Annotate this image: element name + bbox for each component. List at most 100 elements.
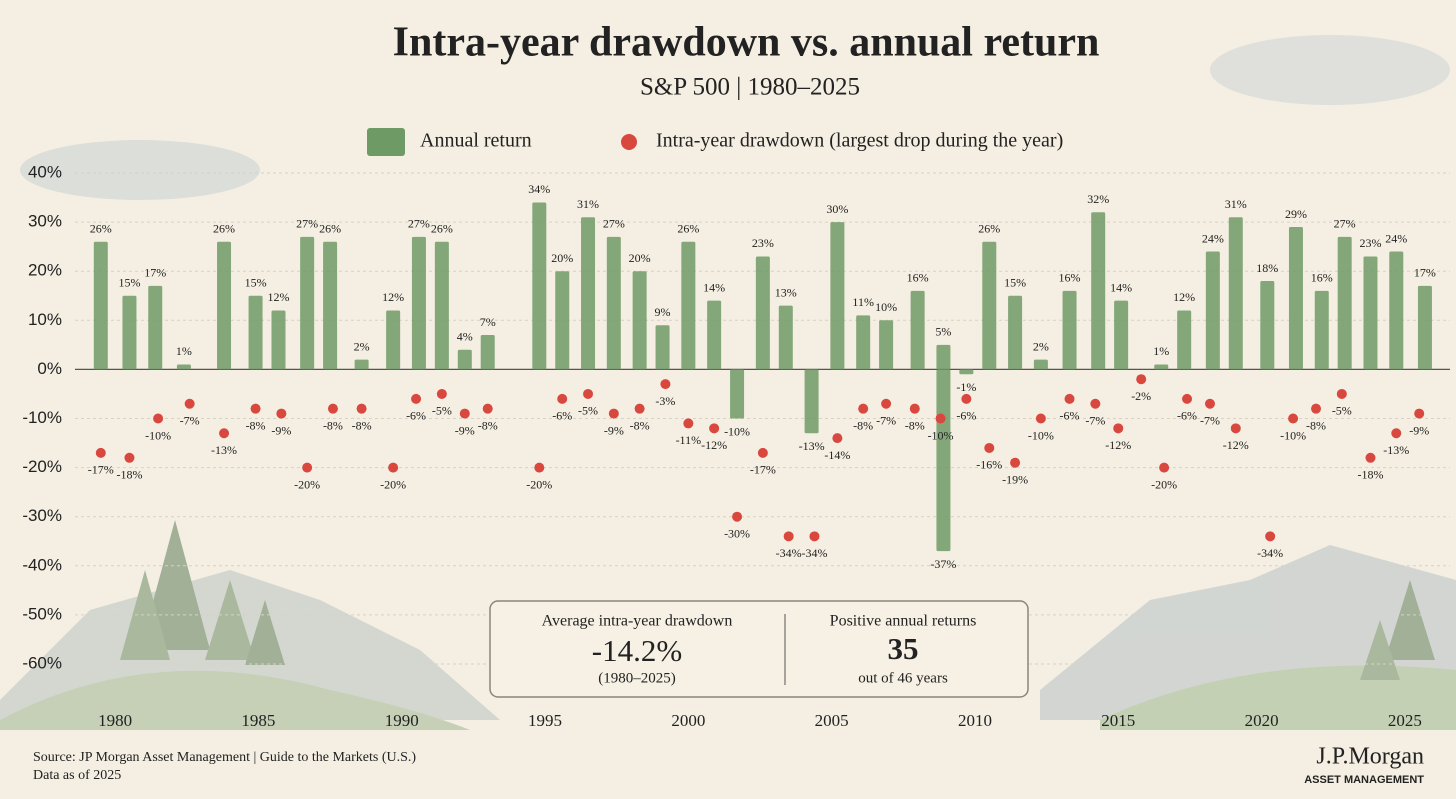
bar-value-label: 30%	[826, 202, 848, 216]
drawdown-label: -12%	[1105, 438, 1131, 452]
drawdown-label: -17%	[750, 463, 776, 477]
bar-value-label: 18%	[1256, 261, 1278, 275]
drawdown-dot	[1159, 462, 1170, 473]
drawdown-label: -20%	[294, 477, 320, 491]
drawdown-dot	[327, 403, 338, 414]
drawdown-label: -9%	[455, 423, 475, 437]
bar	[1288, 227, 1303, 370]
drawdown-dot	[250, 403, 261, 414]
drawdown-dot	[660, 379, 671, 390]
y-tick-label: 10%	[28, 310, 62, 329]
bar-value-label: 27%	[296, 217, 318, 231]
bar	[1205, 251, 1220, 370]
drawdown-dot	[1182, 393, 1193, 404]
x-tick-label: 1990	[385, 711, 419, 730]
drawdown-label: -8%	[478, 418, 498, 432]
drawdown-dot	[219, 428, 230, 439]
drawdown-dot	[1090, 398, 1101, 409]
drawdown-dot	[356, 403, 367, 414]
drawdown-dot	[1204, 398, 1215, 409]
bar-value-label: 1%	[1153, 344, 1169, 358]
bar	[681, 241, 696, 370]
y-tick-label: 40%	[28, 162, 62, 181]
drawdown-dot	[459, 408, 470, 419]
legend-swatch	[367, 128, 405, 156]
summary-note: out of 46 years	[858, 670, 948, 686]
bar-value-label: 17%	[1414, 266, 1436, 280]
bar	[1091, 212, 1106, 370]
legend-label: Annual return	[420, 130, 532, 152]
drawdown-dot	[436, 388, 447, 399]
summary-value: 35	[888, 631, 919, 666]
bar	[755, 256, 770, 370]
bar-value-label: 20%	[551, 251, 573, 265]
y-tick-label: 30%	[28, 212, 62, 231]
drawdown-label: -13%	[1383, 443, 1409, 457]
bar	[1008, 295, 1023, 370]
bar-value-label: 10%	[875, 300, 897, 314]
drawdown-label: -8%	[323, 418, 343, 432]
bar	[1114, 300, 1129, 370]
bar-value-label: 31%	[577, 197, 599, 211]
bar	[555, 271, 570, 370]
drawdown-label: -3%	[655, 394, 675, 408]
legend-label: Intra-year drawdown (largest drop during…	[656, 130, 1063, 152]
drawdown-label: -6%	[1177, 409, 1197, 423]
bar	[300, 236, 315, 370]
drawdown-dot	[1391, 428, 1402, 439]
drawdown-dot	[1311, 403, 1322, 414]
drawdown-dot	[411, 393, 422, 404]
source: Source: JP Morgan Asset Management | Gui…	[33, 750, 416, 765]
drawdown-label: -8%	[1306, 418, 1326, 432]
bar	[804, 369, 819, 434]
bar-value-label: -37%	[930, 557, 956, 571]
x-tick-label: 1985	[241, 711, 275, 730]
drawdown-label: -12%	[701, 438, 727, 452]
bar-value-label: 12%	[382, 290, 404, 304]
drawdown-dot	[388, 462, 399, 473]
bar-value-label: 16%	[1059, 271, 1081, 285]
x-tick-label: 1995	[528, 711, 562, 730]
bar-value-label: 32%	[1087, 192, 1109, 206]
drawdown-dot	[783, 531, 794, 542]
bar	[411, 236, 426, 370]
x-tick-label: 2000	[671, 711, 705, 730]
bar	[434, 241, 449, 370]
drawdown-dot	[583, 388, 594, 399]
drawdown-dot	[961, 393, 972, 404]
bar	[1154, 364, 1169, 370]
drawdown-label: -6%	[552, 409, 572, 423]
bar-value-label: 17%	[144, 266, 166, 280]
bar	[457, 349, 472, 370]
bar-value-label: 15%	[1004, 276, 1026, 290]
chart-subtitle: S&P 500 | 1980–2025	[640, 74, 860, 101]
bar	[532, 202, 547, 370]
drawdown-label: -10%	[1280, 428, 1306, 442]
bar	[1363, 256, 1378, 370]
bar-value-label: 27%	[1334, 217, 1356, 231]
drawdown-dot	[881, 398, 892, 409]
drawdown-dot	[184, 398, 195, 409]
drawdown-dot	[935, 413, 946, 424]
bar-value-label: -1%	[956, 380, 976, 394]
drawdown-dot	[732, 511, 743, 522]
y-tick-label: -60%	[22, 653, 62, 672]
drawdown-dot	[809, 531, 820, 542]
drawdown-dot	[1230, 423, 1241, 434]
drawdown-label: -17%	[88, 463, 114, 477]
logo-tagline: ASSET MANAGEMENT	[1304, 774, 1424, 786]
y-tick-label: -40%	[22, 555, 62, 574]
bar-value-label: 12%	[267, 290, 289, 304]
source: Data as of 2025	[33, 768, 121, 783]
summary-note: (1980–2025)	[598, 670, 676, 686]
bar-value-label: 15%	[118, 276, 140, 290]
drawdown-label: -18%	[116, 468, 142, 482]
x-tick-label: 2020	[1245, 711, 1279, 730]
bar-value-label: 26%	[431, 221, 453, 235]
drawdown-label: -19%	[1002, 472, 1028, 486]
bar-value-label: 29%	[1285, 207, 1307, 221]
drawdown-label: -10%	[928, 428, 954, 442]
bar	[122, 295, 137, 370]
drawdown-label: -10%	[145, 428, 171, 442]
